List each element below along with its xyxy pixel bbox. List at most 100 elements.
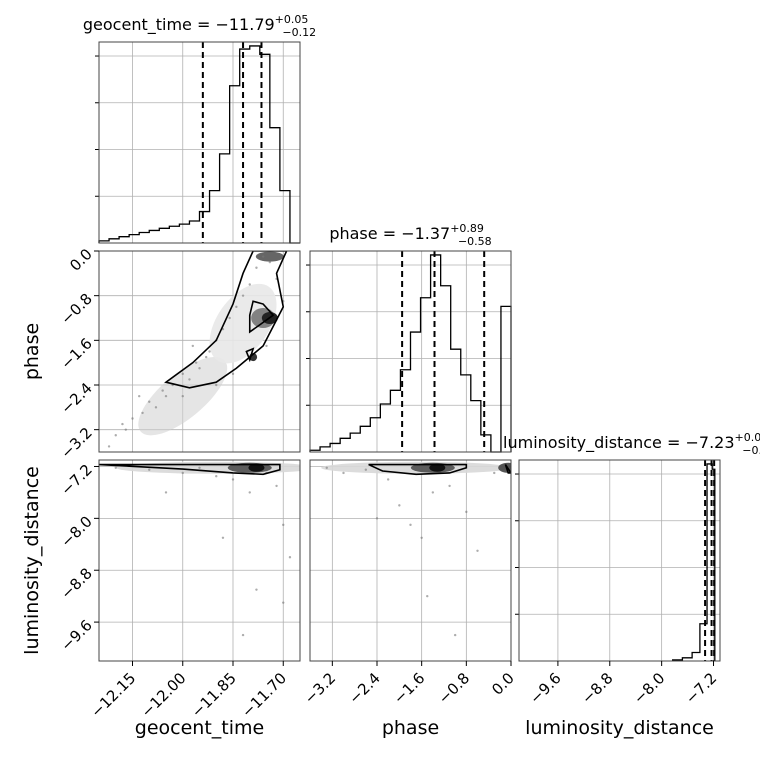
x-tick-label: −7.2 xyxy=(682,669,720,707)
scatter-point xyxy=(181,471,184,475)
contour-line xyxy=(368,463,468,476)
scatter-point xyxy=(261,255,265,258)
y-tick-label: −2.4 xyxy=(57,379,95,417)
scatter-point xyxy=(215,475,218,478)
density-region xyxy=(429,463,446,472)
scatter-point xyxy=(448,484,451,488)
panel-distance-vs-geocent_time xyxy=(99,460,300,661)
scatter-point xyxy=(493,471,496,475)
scatter-point xyxy=(476,549,479,552)
scatter-point xyxy=(205,355,208,359)
scatter-point xyxy=(181,394,184,398)
panel-distance-vs-phase xyxy=(310,460,511,661)
panel-phase-vs-geocent_time xyxy=(99,251,300,452)
scatter-point xyxy=(375,517,379,520)
scatter-point xyxy=(265,344,268,348)
scatter-point xyxy=(148,468,151,471)
scatter-point xyxy=(164,394,168,398)
title-sub: −0.58 xyxy=(458,235,492,248)
scatter-point xyxy=(154,406,158,409)
y-tick-label: −0.8 xyxy=(57,290,95,328)
title-sub: −0.10 xyxy=(742,444,760,457)
title-sup: +0.05 xyxy=(275,13,309,26)
x-tick-label: −11.85 xyxy=(188,669,240,721)
hist-panel-luminosity_distance: luminosity_distance = −7.23+0.04−0.10 xyxy=(503,431,760,661)
x-axis-label: geocent_time xyxy=(135,717,264,739)
scatter-point xyxy=(431,491,435,494)
y-tick-label: −9.6 xyxy=(57,616,95,654)
scatter-point xyxy=(194,361,198,364)
scatter-point xyxy=(426,594,429,598)
contour-line xyxy=(248,300,275,334)
x-tick-label: −2.4 xyxy=(345,669,383,707)
y-tick-label: 0.0 xyxy=(66,245,96,275)
scatter-point xyxy=(420,536,423,540)
x-tick-label: −11.70 xyxy=(238,669,290,721)
scatter-point xyxy=(148,400,151,403)
scatter-point xyxy=(231,372,235,376)
histogram-step xyxy=(672,463,716,661)
title-sub: −0.12 xyxy=(282,26,316,39)
scatter-point xyxy=(268,260,272,264)
contour-line xyxy=(164,251,288,389)
histogram-step xyxy=(309,254,512,453)
scatter-point xyxy=(161,389,164,392)
x-tick-label: −8.0 xyxy=(630,669,668,707)
scatter-point xyxy=(114,434,117,437)
hist-frame xyxy=(98,41,301,244)
scatter-point xyxy=(131,417,134,420)
panel-content xyxy=(310,460,511,661)
y-tick-label: −8.0 xyxy=(57,512,95,550)
y-tick-label: −1.6 xyxy=(57,334,95,372)
panel-frame xyxy=(98,459,301,662)
scatter-point xyxy=(215,383,218,387)
scatter-point xyxy=(248,491,251,494)
title-main: luminosity_distance = −7.23 xyxy=(503,433,734,453)
scatter-point xyxy=(188,378,191,381)
scatter-point xyxy=(465,510,468,514)
scatter-point xyxy=(282,601,285,604)
y-tick-label: −7.2 xyxy=(57,461,95,499)
density-region xyxy=(248,463,265,472)
contour-line xyxy=(99,463,281,476)
contour-line xyxy=(504,464,511,474)
panel-title: luminosity_distance = −7.23+0.04−0.10 xyxy=(503,431,760,457)
scatter-point xyxy=(386,478,390,481)
scatter-point xyxy=(164,491,168,494)
title-main: geocent_time = −11.79 xyxy=(83,15,275,35)
title-main: phase = −1.37 xyxy=(329,224,450,243)
scatter-point xyxy=(282,523,285,527)
x-axis-label: luminosity_distance xyxy=(525,717,714,739)
density-region xyxy=(255,251,284,262)
panel-frame xyxy=(309,459,512,662)
scatter-point xyxy=(398,504,401,507)
panel-content xyxy=(99,251,300,452)
scatter-point xyxy=(114,466,117,469)
x-tick-label: −0.8 xyxy=(435,669,473,707)
hist-frame xyxy=(309,250,512,453)
y-axis-label: phase xyxy=(21,323,43,380)
x-tick-label: −12.15 xyxy=(87,669,139,721)
scatter-point xyxy=(453,633,457,637)
scatter-point xyxy=(235,305,238,309)
panel-frame xyxy=(98,250,301,453)
x-tick-label: −12.00 xyxy=(138,669,190,721)
scatter-point xyxy=(228,316,231,320)
scatter-point xyxy=(181,372,184,376)
x-tick-label: −9.6 xyxy=(526,669,564,707)
scatter-point xyxy=(241,633,245,637)
scatter-point xyxy=(198,367,201,370)
panel-content xyxy=(99,460,300,661)
scatter-point xyxy=(198,466,201,469)
scatter-point xyxy=(141,411,144,415)
panel-title: geocent_time = −11.79+0.05 −0.12 xyxy=(83,13,316,39)
title-sup: +0.04 xyxy=(735,431,760,444)
x-tick-label: −8.8 xyxy=(578,669,616,707)
scatter-point xyxy=(121,422,124,426)
hist-panel-geocent_time: geocent_time = −11.79+0.05 −0.12 xyxy=(83,13,316,244)
scatter-point xyxy=(325,466,328,469)
y-tick-label: −3.2 xyxy=(57,424,95,462)
x-tick-label: 0.0 xyxy=(488,669,518,699)
y-axis-label: luminosity_distance xyxy=(21,466,43,655)
